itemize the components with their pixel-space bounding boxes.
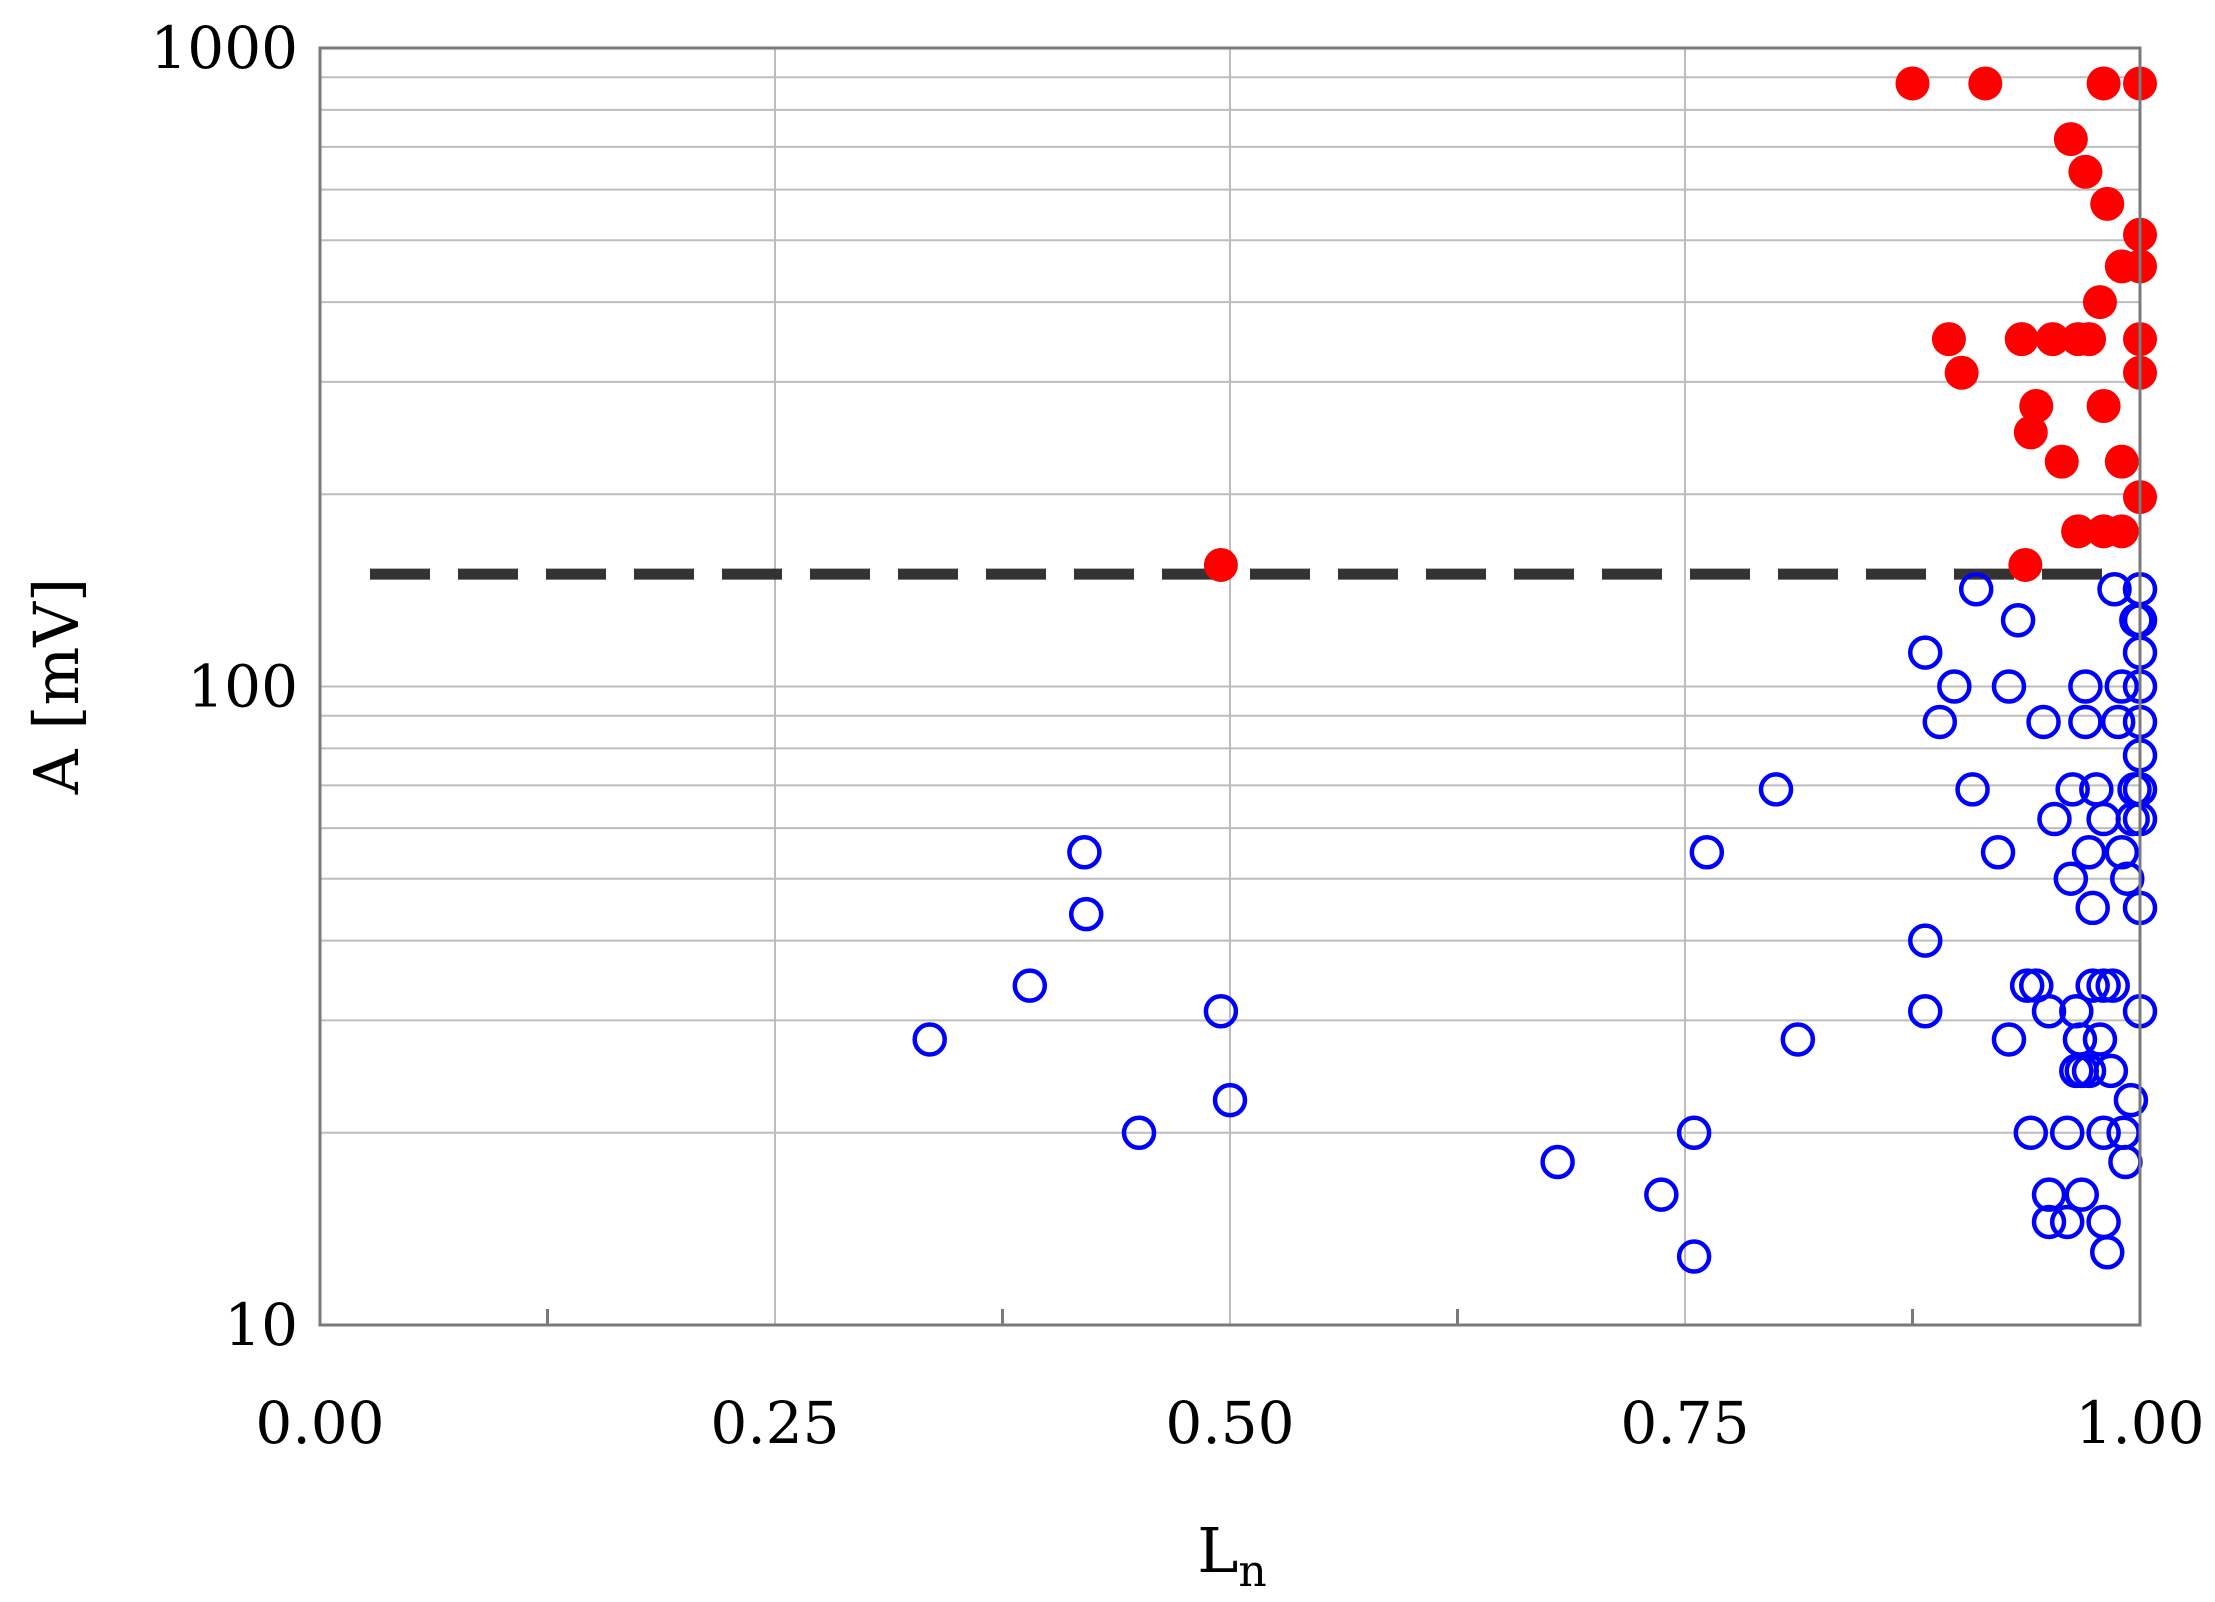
data-point-filled xyxy=(1931,322,1966,357)
data-point-open xyxy=(2064,1177,2100,1212)
data-point-filled xyxy=(2035,322,2070,357)
data-point-open xyxy=(1068,896,1104,932)
data-point-open xyxy=(1067,835,1102,870)
data-point-open xyxy=(2055,772,2090,807)
data-point-filled xyxy=(2004,322,2039,357)
data-point-open xyxy=(1991,1022,2027,1057)
x-tick-labels: 0.00 0.25 0.50 0.75 1.00 xyxy=(255,1389,2204,1457)
y-tick-label: 100 xyxy=(187,653,298,721)
y-tick-labels: 10 100 1000 xyxy=(150,14,298,1359)
data-point-open xyxy=(2071,1053,2107,1089)
grid-lines xyxy=(320,48,2140,1325)
data-point-filled xyxy=(2068,154,2103,189)
data-point-filled xyxy=(2044,444,2079,479)
data-point-open xyxy=(1644,1177,1679,1212)
data-point-open xyxy=(912,1022,947,1057)
data-point-open xyxy=(1676,1115,1712,1151)
data-point-open xyxy=(2086,801,2121,837)
data-point-open xyxy=(2049,1204,2085,1240)
data-point-open xyxy=(2037,801,2072,837)
data-point-open xyxy=(1991,669,2027,704)
data-point-open xyxy=(1012,968,1048,1003)
data-point-open xyxy=(2097,572,2132,607)
data-point-open xyxy=(2009,968,2045,1003)
data-point-open xyxy=(2049,1115,2085,1151)
series-filled-circles xyxy=(1203,66,2157,582)
data-point-filled xyxy=(1203,547,1238,582)
data-point-open xyxy=(2086,968,2121,1003)
data-point-open xyxy=(2104,669,2140,704)
data-point-filled xyxy=(2008,547,2043,582)
data-point-open xyxy=(2000,602,2036,638)
data-point-open xyxy=(2089,1234,2125,1270)
data-point-open xyxy=(2031,994,2067,1029)
data-point-filled xyxy=(2082,285,2117,320)
y-tick-label: 1000 xyxy=(150,14,298,82)
series-open-circles xyxy=(912,572,2158,1274)
data-point-open xyxy=(1203,994,1239,1029)
data-point-open xyxy=(1212,1082,1248,1118)
data-point-open xyxy=(1958,572,1994,607)
data-point-filled xyxy=(2104,514,2139,549)
y-tick-label: 10 xyxy=(224,1291,298,1359)
data-point-open xyxy=(1980,835,2016,870)
data-point-filled xyxy=(2019,388,2054,423)
x-axis-title-subscript: n xyxy=(1238,1546,1266,1597)
data-point-open xyxy=(2013,1115,2049,1151)
data-point-open xyxy=(2086,1115,2121,1151)
x-tick-label: 0.25 xyxy=(710,1389,839,1457)
data-point-open xyxy=(2082,1022,2118,1057)
x-tick-label: 0.50 xyxy=(1165,1389,1294,1457)
data-point-open xyxy=(1937,669,1972,704)
data-point-open xyxy=(2093,1053,2129,1089)
x-tick-label: 1.00 xyxy=(2075,1389,2204,1457)
data-point-open xyxy=(2104,835,2140,870)
data-point-open xyxy=(1758,772,1794,807)
data-point-open xyxy=(2075,968,2110,1003)
x-tick-label: 0.00 xyxy=(255,1389,384,1457)
data-point-open xyxy=(2068,704,2103,740)
data-point-open xyxy=(2031,1177,2067,1212)
data-point-filled xyxy=(2104,444,2139,479)
data-point-open xyxy=(2113,1082,2149,1118)
x-tick-label: 0.75 xyxy=(1620,1389,1749,1457)
data-point-open xyxy=(2110,861,2145,896)
y-axis-title: A [mV] xyxy=(20,578,93,795)
data-point-filled xyxy=(1968,66,2003,101)
data-point-open xyxy=(2071,835,2107,870)
x-axis-title: Ln xyxy=(1197,1514,1267,1597)
data-point-open xyxy=(1780,1022,1816,1057)
data-point-open xyxy=(1907,923,1943,958)
data-point-open xyxy=(1907,635,1943,670)
data-point-filled xyxy=(2072,322,2107,357)
data-point-open xyxy=(2026,704,2061,740)
data-point-filled xyxy=(2086,66,2121,101)
data-point-filled xyxy=(2090,186,2125,221)
data-point-open xyxy=(1676,1239,1712,1274)
data-point-open xyxy=(1907,994,1943,1029)
data-point-open xyxy=(2068,669,2103,704)
data-point-open xyxy=(2086,1204,2121,1240)
data-point-filled xyxy=(2053,122,2088,157)
data-point-open xyxy=(1922,704,1958,740)
data-point-open xyxy=(2108,1144,2143,1180)
data-point-open xyxy=(2095,968,2130,1003)
data-point-open xyxy=(2100,704,2136,740)
data-point-open xyxy=(1121,1115,1157,1151)
data-point-filled xyxy=(2013,415,2048,450)
data-point-open xyxy=(2075,890,2110,926)
data-point-filled xyxy=(1895,66,1930,101)
data-point-open xyxy=(1540,1144,1575,1180)
data-point-filled xyxy=(2061,514,2096,549)
plot-frame xyxy=(318,46,2142,1327)
data-point-open xyxy=(2031,1204,2067,1240)
data-point-filled xyxy=(2086,388,2121,423)
data-point-open xyxy=(1689,835,1725,870)
data-point-filled xyxy=(1944,355,1979,390)
data-point-open xyxy=(1955,772,1990,807)
data-point-open xyxy=(2053,861,2089,896)
